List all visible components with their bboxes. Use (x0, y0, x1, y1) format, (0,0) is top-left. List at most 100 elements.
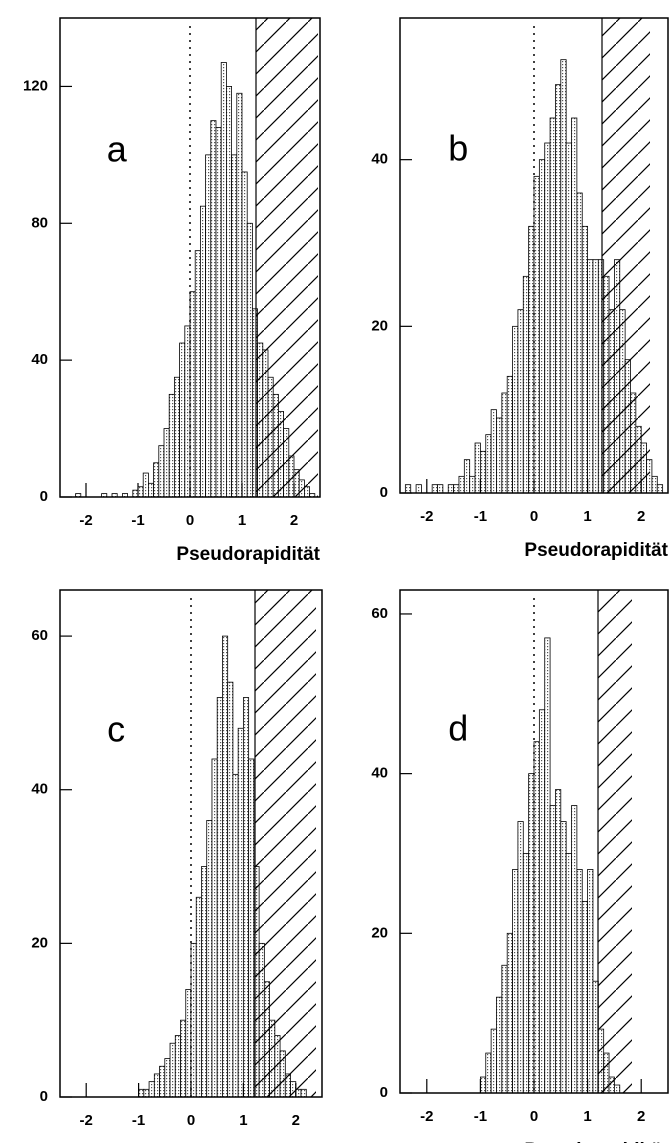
x-tick-label: 0 (530, 508, 538, 525)
bar (168, 393, 175, 498)
bar (506, 375, 513, 494)
x-tick-label: 2 (637, 1108, 645, 1125)
bar (651, 475, 658, 494)
bar (565, 853, 572, 1094)
y-tick-label: 40 (371, 765, 388, 782)
bar (190, 942, 197, 1098)
x-tick-label: -1 (474, 1108, 487, 1125)
bar (522, 275, 530, 494)
bar (501, 964, 508, 1094)
bar (231, 154, 238, 498)
bar (555, 789, 562, 1094)
panel-letter: b (448, 128, 468, 169)
bar (512, 869, 519, 1094)
bar (528, 773, 535, 1094)
x-axis-label: Pseudorapidität (524, 540, 668, 561)
bar (485, 1052, 492, 1094)
bar (485, 434, 492, 494)
bar (180, 1019, 187, 1098)
bar (185, 989, 192, 1098)
bar (522, 853, 530, 1094)
x-tick-label: 0 (530, 1108, 538, 1125)
bar (153, 1073, 160, 1098)
bar (479, 1076, 487, 1094)
bar (538, 159, 546, 494)
bar (565, 142, 572, 494)
bar (163, 428, 170, 498)
bar (164, 1058, 171, 1098)
bar (581, 225, 588, 494)
y-tick-label: 80 (31, 214, 48, 231)
bar (560, 59, 567, 494)
bar (555, 84, 562, 494)
x-tick-label: 2 (292, 1112, 300, 1129)
bar (206, 820, 213, 1098)
x-tick-label: -1 (132, 1112, 145, 1129)
bar (512, 325, 519, 494)
x-tick-label: -2 (79, 512, 92, 529)
y-tick-label: 0 (40, 488, 48, 505)
bar (501, 392, 508, 494)
bar (189, 291, 196, 498)
bar (179, 342, 186, 498)
bar (138, 1088, 145, 1098)
bar (437, 484, 444, 494)
bar (474, 442, 481, 494)
panel-letter: c (107, 708, 125, 749)
bar (549, 117, 556, 494)
y-tick-label: 60 (371, 605, 388, 622)
y-tick-label: 40 (31, 781, 48, 798)
bar (517, 821, 524, 1094)
bar (431, 484, 438, 494)
bar (533, 741, 540, 1094)
hatched-region (598, 590, 632, 1093)
bar (571, 117, 578, 494)
bar (528, 225, 535, 494)
bar (195, 896, 202, 1098)
x-tick-label: 1 (583, 508, 591, 525)
bar (237, 727, 244, 1098)
panel-letter: d (448, 707, 468, 748)
x-axis-label: Pseudorapidität (524, 1140, 668, 1143)
bar (173, 376, 180, 498)
bar (571, 805, 578, 1094)
x-tick-label: 1 (239, 1112, 247, 1129)
bar (132, 489, 139, 498)
bar (533, 175, 540, 494)
bar (205, 154, 212, 498)
bar (216, 697, 223, 1098)
bar (404, 484, 412, 494)
x-tick-label: -2 (420, 508, 433, 525)
bar (656, 484, 664, 494)
bar (560, 821, 567, 1094)
bar (248, 758, 255, 1098)
bar (159, 1065, 166, 1098)
y-tick-label: 120 (23, 77, 48, 94)
bar (458, 475, 465, 494)
bar (194, 250, 201, 498)
panel-letter: a (107, 129, 128, 170)
x-tick-label: 1 (583, 1108, 591, 1125)
bar (415, 484, 422, 494)
bar (227, 681, 234, 1098)
x-tick-label: -2 (420, 1108, 433, 1125)
bar (148, 1081, 155, 1098)
bar (242, 697, 250, 1098)
bar (453, 484, 460, 494)
bar (211, 758, 218, 1098)
bar (153, 462, 160, 498)
bar (142, 472, 149, 498)
bar (215, 127, 222, 498)
bar (220, 62, 227, 498)
x-tick-label: 2 (637, 508, 645, 525)
bar (469, 475, 476, 494)
bar (158, 445, 165, 498)
x-tick-label: 1 (238, 512, 246, 529)
bar (549, 805, 556, 1094)
bar (463, 459, 471, 494)
y-tick-label: 40 (31, 351, 48, 368)
bar (479, 450, 487, 494)
bar (241, 171, 248, 498)
x-tick-label: 0 (186, 512, 194, 529)
x-tick-label: -2 (80, 1112, 93, 1129)
